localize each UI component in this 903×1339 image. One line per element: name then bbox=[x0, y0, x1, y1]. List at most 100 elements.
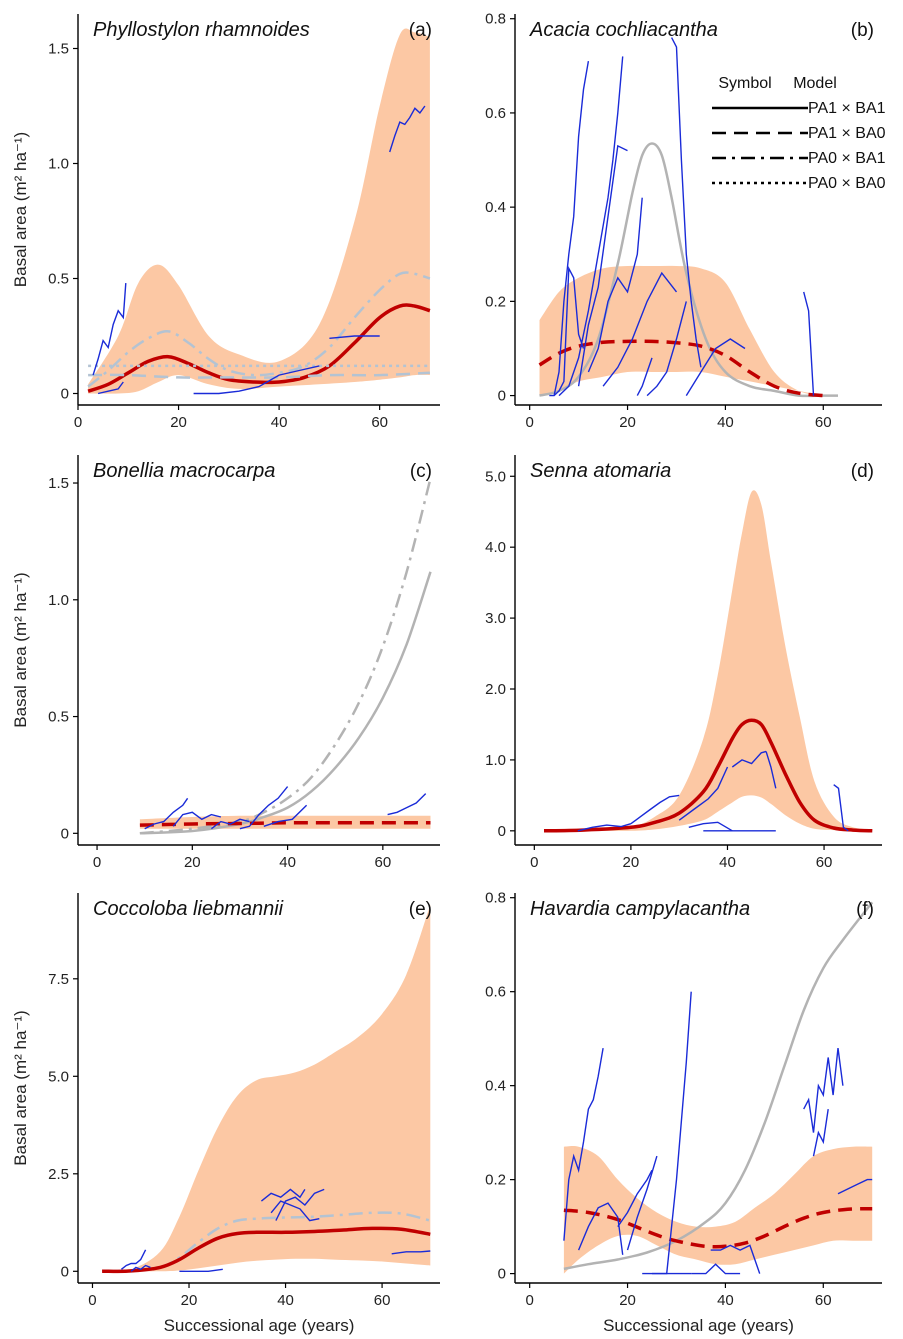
model-curve-dashed bbox=[88, 371, 430, 379]
observed-trajectory bbox=[617, 1169, 653, 1227]
panel-letter: (c) bbox=[410, 461, 432, 482]
panel-e: 0 20 40 60 0 2.5 5.0 7.5 Coccoloba liebmannii (e)… bbox=[11, 893, 440, 1335]
y-tick-label: 7.5 bbox=[48, 971, 69, 988]
observed-trajectory bbox=[636, 357, 653, 396]
model-curve-dashdot bbox=[87, 271, 431, 388]
observed-trajectory bbox=[120, 1249, 147, 1270]
observed-trajectory bbox=[144, 797, 189, 830]
y-tick-label: 0.6 bbox=[485, 105, 506, 122]
x-axis-label: Successional age (years) bbox=[164, 1316, 355, 1335]
y-tick-label: 0.6 bbox=[485, 984, 506, 1001]
observed-trajectory bbox=[179, 1268, 223, 1272]
x-tick-label: 0 bbox=[526, 1292, 534, 1309]
model-curve-dashed bbox=[139, 821, 431, 827]
legend: Symbol Model PA1 × BA1 PA1 × BA0 PA0 × BA1 PA… bbox=[712, 75, 886, 192]
observed-trajectory bbox=[731, 750, 767, 768]
observed-trajectory bbox=[812, 1108, 829, 1157]
y-tick-label: 0.5 bbox=[48, 709, 69, 726]
y-tick-label: 0.4 bbox=[485, 1078, 506, 1095]
y-axis-label: Basal area (m² ha⁻¹) bbox=[11, 132, 30, 287]
y-tick-label: 0 bbox=[498, 1266, 506, 1283]
x-tick-label: 20 bbox=[619, 1292, 636, 1309]
panel-title: Senna atomaria bbox=[530, 460, 671, 482]
observed-trajectory bbox=[270, 1200, 320, 1222]
model-curve-solid bbox=[102, 1226, 431, 1274]
observed-trajectory bbox=[553, 60, 590, 396]
observed-trajectory bbox=[685, 338, 746, 396]
legend-label: PA0 × BA0 bbox=[808, 175, 886, 192]
observed-trajectory bbox=[630, 794, 680, 825]
panel-title: Bonellia macrocarpa bbox=[93, 460, 275, 482]
panel-title: Havardia campylacantha bbox=[530, 898, 750, 920]
x-tick-label: 0 bbox=[88, 1292, 96, 1309]
x-axis-label: Successional age (years) bbox=[603, 1316, 794, 1335]
confidence-band bbox=[563, 1146, 873, 1274]
observed-trajectory bbox=[92, 283, 127, 376]
x-tick-label: 60 bbox=[815, 1292, 832, 1309]
panel-letter: (e) bbox=[409, 899, 432, 920]
y-tick-label: 1.0 bbox=[485, 752, 506, 769]
panel-title: Acacia cochliacantha bbox=[529, 19, 718, 41]
observed-trajectory bbox=[577, 144, 628, 387]
legend-header-symbol: Symbol bbox=[718, 75, 771, 92]
panel-title: Phyllostylon rhamnoides bbox=[93, 19, 310, 41]
observed-trajectory bbox=[193, 365, 320, 395]
x-tick-label: 20 bbox=[181, 1292, 198, 1309]
legend-label: PA1 × BA0 bbox=[808, 125, 886, 142]
model-curve-solid bbox=[539, 142, 838, 398]
model-curve-solid bbox=[139, 571, 432, 835]
y-tick-label: 0.2 bbox=[485, 293, 506, 310]
observed-trajectory bbox=[391, 1250, 431, 1255]
legend-label: PA0 × BA1 bbox=[808, 150, 886, 167]
y-tick-label: 1.0 bbox=[48, 156, 69, 173]
model-curve-dashed bbox=[538, 339, 824, 398]
y-tick-label: 0.2 bbox=[485, 1172, 506, 1189]
y-axis-label: Basal area (m² ha⁻¹) bbox=[11, 572, 30, 727]
x-tick-label: 40 bbox=[717, 1292, 734, 1309]
observed-trajectory bbox=[646, 301, 687, 397]
panel-d: 0 20 40 60 0 1.0 2.0 3.0 4.0 5.0 Senna atomaria (d) bbox=[485, 455, 882, 871]
observed-trajectory bbox=[710, 1244, 761, 1274]
y-tick-label: 1.5 bbox=[48, 41, 69, 58]
y-tick-label: 5.0 bbox=[485, 468, 506, 485]
x-tick-label: 40 bbox=[271, 414, 288, 431]
y-tick-label: 0.4 bbox=[485, 199, 506, 216]
y-tick-label: 0.5 bbox=[48, 271, 69, 288]
y-tick-label: 3.0 bbox=[485, 610, 506, 627]
panel-c: 0 20 40 60 0 0.5 1.0 1.5 Bonellia macrocarpa (c) B… bbox=[11, 455, 440, 871]
observed-trajectory bbox=[803, 291, 815, 396]
observed-trajectory bbox=[260, 1188, 306, 1202]
observed-trajectory bbox=[837, 1178, 873, 1195]
model-curve-solid bbox=[543, 718, 873, 833]
observed-trajectory bbox=[130, 1264, 151, 1272]
observed-trajectory bbox=[577, 1202, 624, 1255]
model-curve-solid bbox=[87, 303, 431, 393]
observed-trajectory bbox=[97, 381, 124, 395]
observed-trajectory bbox=[275, 1188, 325, 1221]
panel-letter: (b) bbox=[851, 20, 874, 41]
y-tick-label: 0.8 bbox=[485, 11, 506, 28]
panel-letter: (f) bbox=[856, 899, 874, 920]
observed-trajectory bbox=[577, 823, 632, 832]
x-tick-label: 40 bbox=[719, 854, 736, 871]
observed-trajectory bbox=[765, 751, 777, 789]
x-tick-label: 40 bbox=[279, 854, 296, 871]
x-tick-label: 20 bbox=[184, 854, 201, 871]
observed-trajectory bbox=[239, 786, 289, 830]
x-tick-label: 40 bbox=[717, 414, 734, 431]
y-axis-label: Basal area (m² ha⁻¹) bbox=[11, 1010, 30, 1165]
observed-trajectory bbox=[210, 818, 250, 830]
x-tick-label: 20 bbox=[170, 414, 187, 431]
x-tick-label: 20 bbox=[623, 854, 640, 871]
x-tick-label: 0 bbox=[74, 414, 82, 431]
observed-trajectory bbox=[691, 1263, 741, 1275]
observed-trajectory bbox=[602, 271, 678, 387]
y-tick-label: 2.5 bbox=[48, 1166, 69, 1183]
y-tick-label: 4.0 bbox=[485, 539, 506, 556]
x-tick-label: 40 bbox=[277, 1292, 294, 1309]
model-curve-dashdot bbox=[139, 478, 432, 835]
y-tick-label: 0 bbox=[498, 823, 506, 840]
observed-trajectory bbox=[626, 1155, 658, 1251]
observed-trajectory bbox=[389, 105, 426, 153]
x-tick-label: 0 bbox=[93, 854, 101, 871]
